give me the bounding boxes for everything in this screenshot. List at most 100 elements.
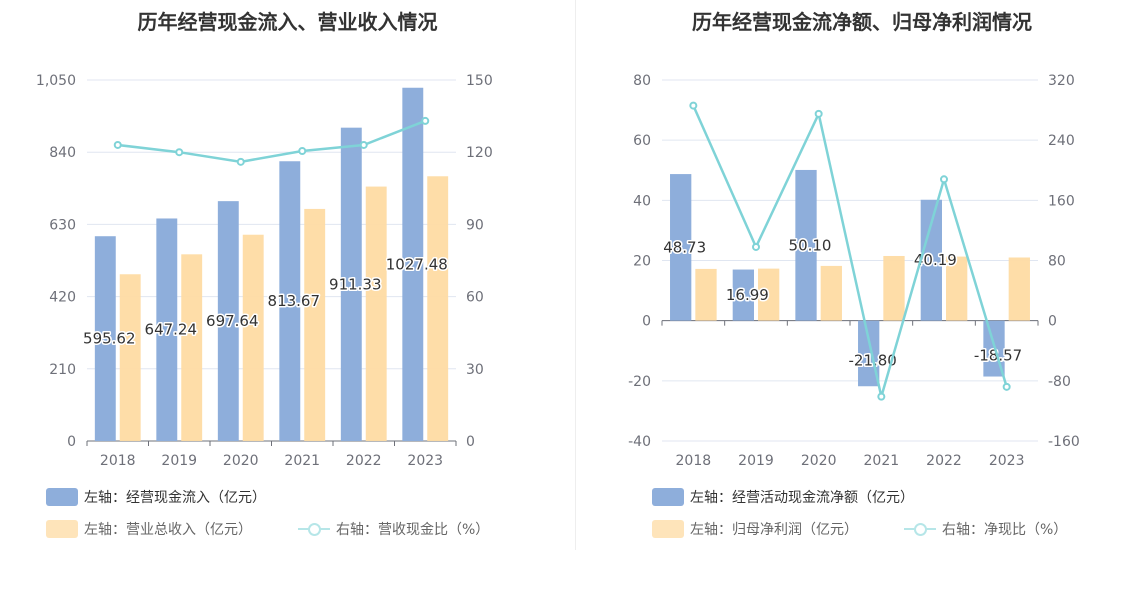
legend-item-net-profit[interactable]: 左轴：归母净利润（亿元） — [652, 519, 858, 539]
x-tick-label: 2019 — [738, 453, 774, 469]
bar-secondary — [1008, 257, 1030, 321]
data-label: 50.10 — [789, 236, 832, 254]
bar-primary — [279, 161, 301, 441]
line-point — [175, 148, 184, 157]
legend-label: 右轴：净现比（%） — [942, 522, 1068, 538]
bar-primary — [920, 199, 942, 321]
x-tick-label: 2020 — [801, 453, 837, 469]
bar-secondary — [181, 254, 203, 441]
legend-label: 左轴：归母净利润（亿元） — [690, 522, 858, 538]
bar-primary — [156, 218, 178, 441]
x-tick-label: 2020 — [223, 453, 259, 469]
bar-primary — [858, 320, 880, 387]
legend-swatch-bar — [46, 488, 78, 506]
y-left-tick-label: 80 — [633, 73, 651, 89]
legend-label: 右轴：营收现金比（%） — [336, 522, 490, 538]
legend-swatch-bar — [652, 488, 684, 506]
y-left-tick-label: 0 — [642, 314, 651, 330]
x-tick-label: 2019 — [161, 453, 197, 469]
bar-secondary — [946, 256, 968, 321]
bar-primary — [340, 127, 362, 442]
data-label: 647.24 — [145, 321, 198, 339]
y-left-tick-label: 630 — [49, 217, 76, 233]
line-point — [752, 242, 760, 251]
line-point — [814, 109, 823, 118]
data-label: 1027.48 — [386, 255, 448, 273]
bar-primary — [795, 169, 817, 321]
chart-title: 历年经营现金流入、营业收入情况 — [137, 10, 438, 34]
chart-plot: -40 -160 -20 -80 0 0 20 80 40 160 60 240 80 320 2018 20… — [628, 73, 1080, 469]
data-label: 911.33 — [329, 275, 382, 293]
x-tick-label: 2023 — [407, 453, 443, 469]
line-point — [421, 116, 430, 125]
y-right-tick-label: 60 — [466, 290, 484, 306]
data-label: 595.62 — [83, 330, 136, 348]
legend-item-net-cash-ratio[interactable]: 右轴：净现比（%） — [904, 519, 1067, 539]
bar-secondary — [119, 274, 141, 441]
y-right-tick-label: 0 — [466, 434, 475, 450]
y-right-tick-label: 150 — [466, 73, 493, 89]
y-left-tick-label: 0 — [67, 434, 76, 450]
chart-plot: 0 0 210 30 420 60 630 90 840 120 1,050 150 2018 2019 2… — [36, 73, 493, 469]
bar-secondary — [427, 176, 449, 441]
y-left-tick-label: 420 — [49, 290, 76, 306]
chart-title: 历年经营现金流净额、归母净利润情况 — [692, 10, 1032, 34]
bar-secondary — [883, 255, 905, 321]
line-point — [1002, 382, 1011, 391]
x-tick-label: 2018 — [676, 453, 712, 469]
bar-primary — [670, 174, 692, 321]
data-label: 48.73 — [663, 238, 706, 256]
bar-primary — [732, 269, 754, 321]
chart-panel-net-cash-profit: 历年经营现金流净额、归母净利润情况 -40 -160 -20 -80 0 0 20 80 40 1… — [576, 0, 1148, 560]
line-point — [359, 140, 368, 149]
bar-secondary — [820, 265, 842, 321]
line-point — [298, 146, 307, 155]
legend-swatch-bar — [652, 520, 684, 538]
y-left-tick-label: 40 — [633, 193, 651, 209]
legend-item-net-operating-cash[interactable]: 左轴：经营活动现金流净额（亿元） — [652, 487, 914, 507]
y-right-tick-label: 30 — [466, 362, 484, 378]
data-label: 697.64 — [206, 312, 259, 330]
series-line — [692, 105, 1008, 397]
legend-line-marker — [298, 520, 330, 538]
legend-item-revenue-cash-ratio[interactable]: 右轴：营收现金比（%） — [298, 519, 489, 539]
y-left-tick-label: 60 — [633, 133, 651, 149]
bar-secondary — [365, 186, 387, 441]
x-tick-label: 2022 — [346, 453, 382, 469]
legend-swatch-bar — [46, 520, 78, 538]
series-line — [117, 119, 426, 164]
x-tick-label: 2018 — [100, 453, 136, 469]
y-right-tick-label: 0 — [1048, 314, 1057, 330]
chart-panel-cash-inflow-revenue: 历年经营现金流入、营业收入情况 0 0 210 30 420 60 630 90 840 120 1… — [0, 0, 575, 560]
legend-item-total-revenue[interactable]: 左轴：营业总收入（亿元） — [46, 519, 252, 539]
y-right-tick-label: 90 — [466, 217, 484, 233]
y-left-tick-label: 210 — [49, 362, 76, 378]
y-right-tick-label: 240 — [1048, 133, 1075, 149]
data-label: 16.99 — [726, 286, 769, 304]
y-right-tick-label: -160 — [1048, 434, 1080, 450]
bar-primary — [94, 236, 116, 441]
y-right-tick-label: 120 — [466, 145, 493, 161]
y-left-tick-label: -20 — [628, 374, 651, 390]
bar-secondary — [758, 268, 780, 321]
data-label: 813.67 — [268, 292, 321, 310]
line-point — [689, 101, 698, 110]
bar-secondary — [304, 208, 326, 441]
legend-item-cash-inflow[interactable]: 左轴：经营现金流入（亿元） — [46, 487, 266, 507]
bar-primary — [402, 87, 424, 442]
y-right-tick-label: 160 — [1048, 193, 1075, 209]
x-tick-label: 2021 — [864, 453, 900, 469]
y-left-tick-label: 1,050 — [36, 73, 76, 89]
bar-secondary — [242, 234, 264, 441]
y-left-tick-label: 840 — [49, 145, 76, 161]
bar-primary — [217, 201, 239, 441]
data-label: 40.19 — [914, 251, 957, 269]
legend-label: 左轴：经营活动现金流净额（亿元） — [690, 490, 914, 506]
line-point — [113, 140, 122, 149]
x-tick-label: 2021 — [284, 453, 320, 469]
legend-label: 左轴：营业总收入（亿元） — [84, 522, 252, 538]
line-point — [236, 157, 245, 166]
legend-line-marker — [904, 520, 936, 538]
line-point — [877, 392, 886, 401]
y-left-tick-label: 20 — [633, 254, 651, 270]
